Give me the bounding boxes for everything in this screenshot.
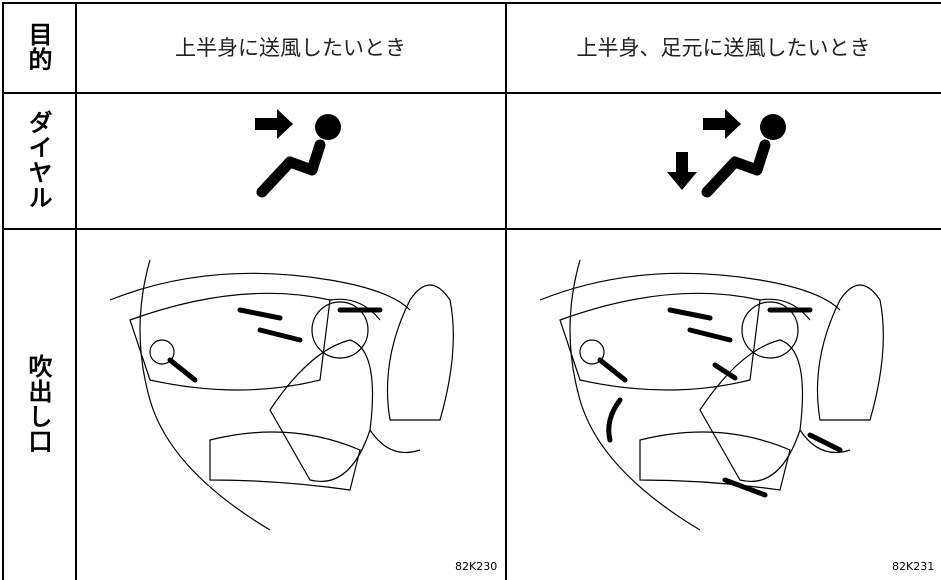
column-header: 上半身、足元に送風したいとき bbox=[576, 36, 871, 60]
mode-icon-bilevel bbox=[667, 109, 786, 198]
border bbox=[2, 2, 941, 4]
mode-icon-face bbox=[255, 109, 341, 198]
figure-code: 82K230 bbox=[455, 560, 498, 573]
interior-illustration bbox=[539, 259, 884, 531]
interior-illustration bbox=[109, 259, 454, 531]
label-text: 目的 bbox=[24, 22, 52, 72]
row-label: 吹出し口 bbox=[2, 228, 75, 580]
figure-code: 82K231 bbox=[892, 560, 935, 573]
border bbox=[2, 92, 941, 94]
label-text: 吹出し口 bbox=[24, 354, 52, 454]
label-text: ダイヤル bbox=[24, 110, 52, 210]
border bbox=[75, 2, 77, 580]
border bbox=[505, 2, 507, 580]
row-label: ダイヤル bbox=[2, 92, 75, 228]
row-label: 目的 bbox=[2, 2, 75, 92]
border bbox=[2, 228, 941, 230]
column-header: 上半身に送風したいとき bbox=[175, 36, 406, 60]
border bbox=[2, 2, 4, 580]
